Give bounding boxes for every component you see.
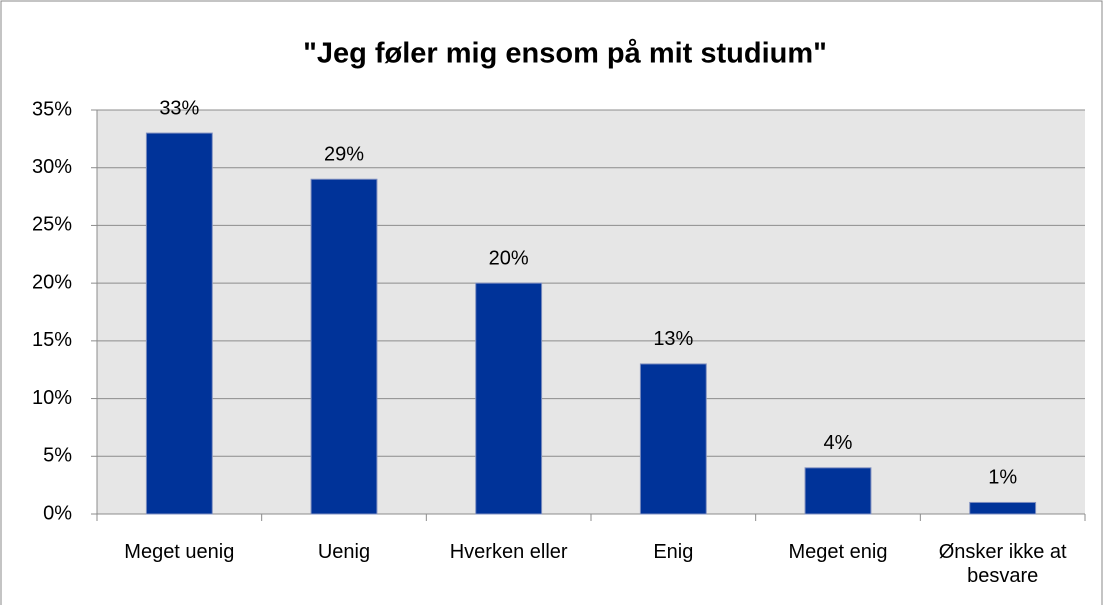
data-label: 13% [653,328,693,350]
data-label: 1% [988,467,1017,489]
y-tick-label: 30% [32,156,72,178]
bar [969,501,1037,515]
chart-title: "Jeg føler mig ensom på mit studium" [303,38,827,70]
x-tick-label: Hverken eller [449,541,568,563]
y-tick-label: 5% [43,445,72,467]
bar [475,282,543,515]
x-tick-label: Ønsker ikke at besvare [938,541,1067,587]
plot-area [97,110,1085,514]
bar [145,132,213,515]
data-label: 33% [159,97,199,119]
bar [310,178,378,515]
data-label: 4% [824,432,853,454]
y-tick-label: 25% [32,214,72,236]
x-tick-label: Meget uenig [124,541,235,563]
bar [639,363,707,515]
y-tick-label: 10% [32,387,72,409]
x-tick-label: Meget enig [788,541,888,563]
x-tick-label: Uenig [317,541,371,563]
y-tick-label: 0% [43,502,72,524]
data-label: 29% [324,144,364,166]
y-tick-label: 35% [32,98,72,120]
bar [804,467,872,515]
data-label: 20% [489,247,529,269]
y-tick-label: 20% [32,271,72,293]
y-tick-label: 15% [32,329,72,351]
x-tick-label: Enig [653,541,694,563]
